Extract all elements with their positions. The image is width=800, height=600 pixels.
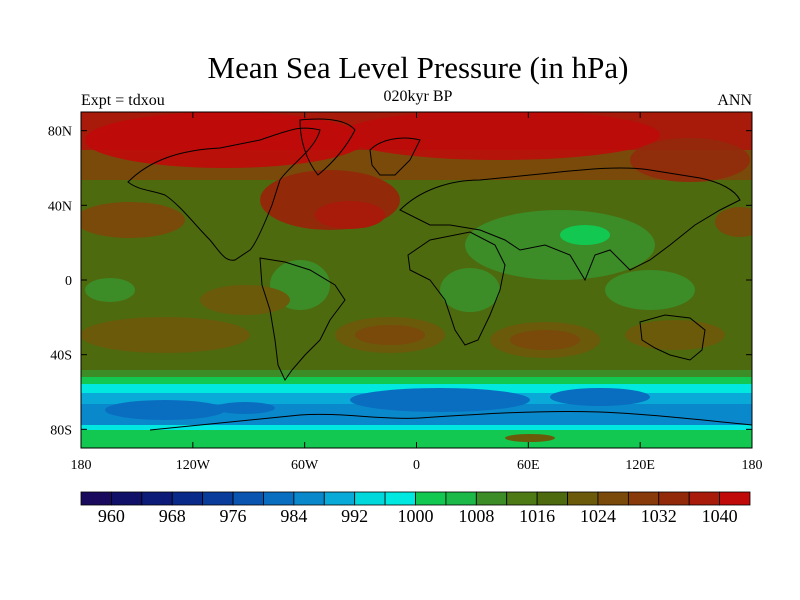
lon-tick-label: 60E	[517, 458, 540, 473]
colorbar-swatch	[202, 491, 234, 506]
colorbar-swatch	[141, 491, 173, 506]
coastlines	[127, 118, 752, 431]
colorbar-label: 1016	[519, 506, 555, 526]
colorbar-swatch	[506, 491, 538, 506]
colorbar-swatch	[323, 491, 356, 506]
colorbar-swatch	[536, 491, 568, 506]
colorbar-swatch	[658, 491, 690, 506]
colorbar-swatch	[445, 491, 477, 506]
lat-tick-label: 0	[65, 274, 72, 289]
longitude-axis: 180 120W 60W 0 60E 120E 180	[71, 112, 763, 473]
colorbar-swatch	[232, 491, 264, 506]
colorbar-swatch	[263, 491, 295, 506]
colorbar-label: 976	[220, 506, 247, 526]
colorbar-swatch	[293, 491, 325, 506]
lon-tick-label: 120E	[625, 458, 655, 473]
lon-tick-label: 60W	[291, 458, 319, 473]
colorbar-label: 1032	[641, 506, 677, 526]
colorbar-swatch	[567, 491, 599, 506]
lon-tick-label: 120W	[176, 458, 211, 473]
colorbar-swatch	[384, 491, 416, 506]
latitude-axis: 80N 40N 0 40S 80S	[48, 125, 752, 438]
lon-tick-label: 180	[71, 458, 92, 473]
lat-tick-label: 40N	[48, 199, 72, 214]
colorbar-swatch	[627, 491, 660, 506]
colorbar-label: 1000	[398, 506, 434, 526]
season-label: ANN	[717, 92, 752, 109]
colorbar-swatch	[80, 491, 112, 506]
colorbar-label: 984	[280, 506, 307, 526]
lat-tick-label: 80N	[48, 125, 72, 140]
lon-tick-label: 180	[742, 458, 763, 473]
period-label: 020kyr BP	[383, 88, 453, 105]
colorbar-label: 992	[341, 506, 368, 526]
lon-tick-label: 0	[413, 458, 420, 473]
colorbar-label: 968	[159, 506, 186, 526]
colorbar-swatch	[354, 491, 386, 506]
colorbar-label: 1040	[702, 506, 738, 526]
colorbar-swatch	[171, 491, 204, 506]
colorbar-swatch	[688, 491, 720, 506]
colorbar-label: 1024	[580, 506, 616, 526]
map-title: Mean Sea Level Pressure (in hPa)	[207, 50, 629, 85]
colorbar-swatch	[111, 491, 143, 506]
colorbar: 960 968 976 984 992 1000 1008 1016 1024 1032 1040	[80, 491, 751, 526]
lat-tick-label: 80S	[50, 423, 72, 438]
colorbar-swatch	[415, 491, 447, 506]
experiment-label: Expt = tdxou	[81, 92, 165, 109]
colorbar-swatch	[719, 491, 751, 506]
colorbar-swatch	[475, 491, 508, 506]
colorbar-swatch	[597, 491, 629, 506]
pressure-field	[81, 112, 752, 448]
lat-tick-label: 40S	[50, 349, 72, 364]
colorbar-label: 1008	[458, 506, 494, 526]
colorbar-label: 960	[98, 506, 125, 526]
